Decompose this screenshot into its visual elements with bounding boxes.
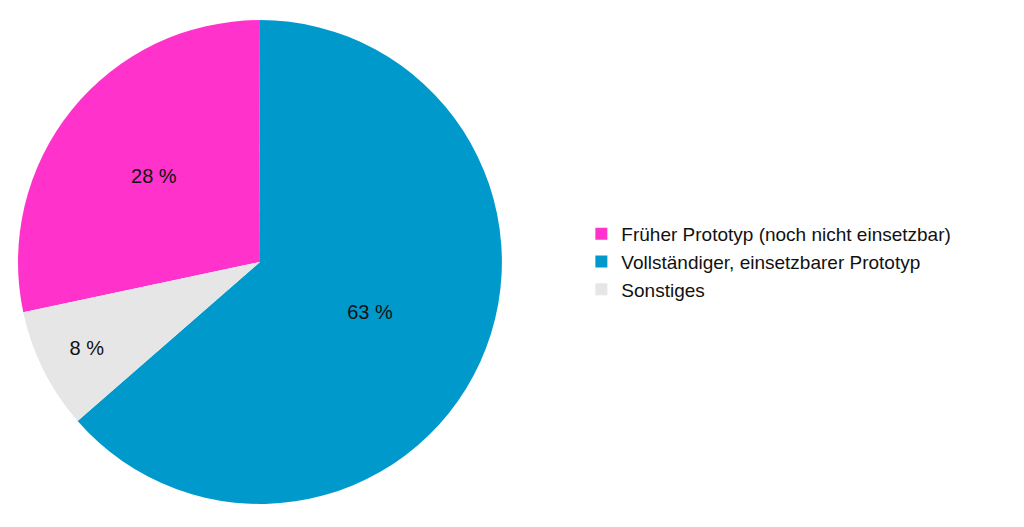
- svg-text:Vollständiger, einsetzbarer Pr: Vollständiger, einsetzbarer Prototyp: [621, 252, 920, 273]
- svg-text:Früher Prototyp (noch nicht ei: Früher Prototyp (noch nicht einsetzbar): [621, 224, 951, 245]
- svg-text:Sonstiges: Sonstiges: [621, 280, 704, 301]
- svg-text:8 %: 8 %: [70, 337, 105, 359]
- svg-text:63 %: 63 %: [347, 301, 393, 323]
- svg-text:28 %: 28 %: [131, 165, 177, 187]
